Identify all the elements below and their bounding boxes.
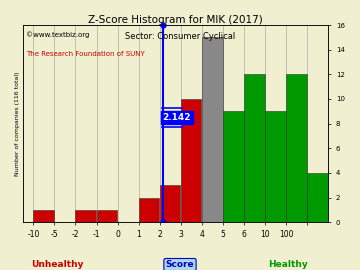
Bar [307, 198, 328, 222]
Text: Sector: Consumer Cyclical: Sector: Consumer Cyclical [125, 32, 235, 41]
Text: 2.142: 2.142 [162, 113, 191, 122]
Text: Score: Score [166, 260, 194, 269]
Bar [160, 185, 180, 222]
Bar [96, 210, 117, 222]
Text: Healthy: Healthy [268, 260, 308, 269]
Text: Unhealthy: Unhealthy [31, 260, 84, 269]
Bar [265, 111, 286, 222]
Bar [181, 99, 202, 222]
Bar [76, 210, 96, 222]
Bar [139, 198, 159, 222]
Bar [307, 173, 328, 222]
Y-axis label: Number of companies (116 total): Number of companies (116 total) [15, 71, 20, 176]
Title: Z-Score Histogram for MIK (2017): Z-Score Histogram for MIK (2017) [88, 15, 263, 25]
Bar [33, 210, 54, 222]
Bar [202, 37, 222, 222]
Bar [286, 74, 307, 222]
Text: The Research Foundation of SUNY: The Research Foundation of SUNY [26, 51, 145, 57]
Bar [244, 74, 265, 222]
Bar [223, 111, 244, 222]
Text: ©www.textbiz.org: ©www.textbiz.org [26, 31, 89, 38]
